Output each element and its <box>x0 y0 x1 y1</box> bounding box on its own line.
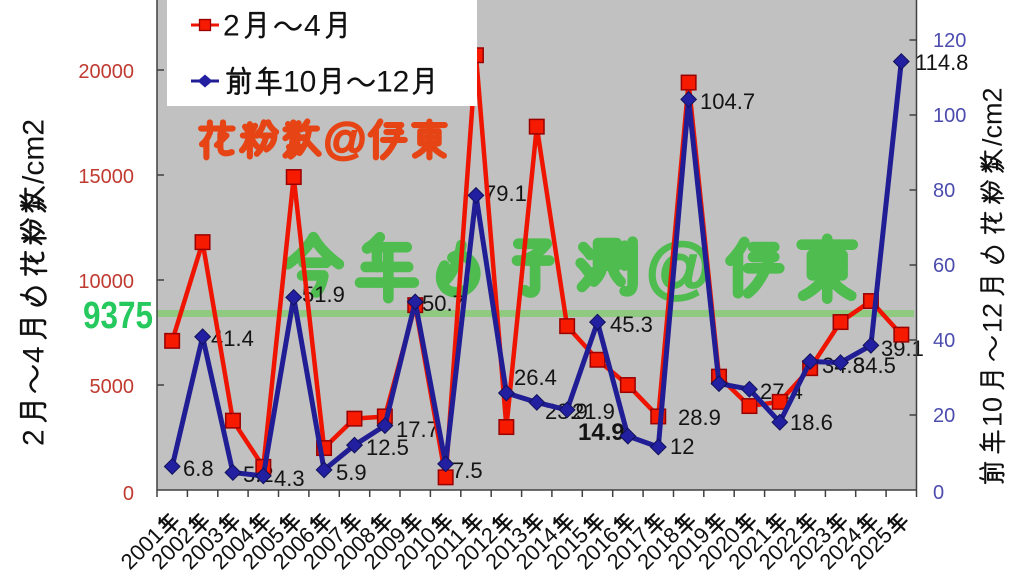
svg-text:15000: 15000 <box>78 166 134 188</box>
svg-text:26.4: 26.4 <box>514 365 557 390</box>
svg-text:2: 2 <box>223 10 240 43</box>
svg-text:5000: 5000 <box>90 376 135 398</box>
svg-text:4.3: 4.3 <box>274 466 305 491</box>
svg-text:2: 2 <box>18 429 51 446</box>
svg-text:4: 4 <box>304 10 321 43</box>
svg-text:100: 100 <box>933 105 966 127</box>
svg-text:12.5: 12.5 <box>366 435 409 460</box>
svg-text:@: @ <box>323 115 368 164</box>
svg-text:/cm2: /cm2 <box>978 87 1008 146</box>
svg-text:80: 80 <box>933 180 955 202</box>
svg-text:34.5: 34.5 <box>853 353 896 378</box>
svg-text:17.7: 17.7 <box>396 417 439 442</box>
svg-text:9375: 9375 <box>83 295 153 337</box>
svg-text:12: 12 <box>978 303 1008 333</box>
svg-text:45.3: 45.3 <box>610 312 653 337</box>
svg-text:28.9: 28.9 <box>678 405 721 430</box>
svg-text:6.8: 6.8 <box>183 456 214 481</box>
svg-text:40: 40 <box>933 330 955 352</box>
svg-text:20000: 20000 <box>78 61 134 83</box>
svg-text:79.1: 79.1 <box>484 181 527 206</box>
svg-text:7.5: 7.5 <box>452 458 483 483</box>
svg-text:10: 10 <box>283 66 316 99</box>
svg-text:120: 120 <box>933 30 966 52</box>
svg-text:114.8: 114.8 <box>915 50 968 75</box>
svg-text:0: 0 <box>933 482 944 504</box>
svg-text:104.7: 104.7 <box>700 89 755 114</box>
svg-text:10: 10 <box>978 397 1008 427</box>
svg-text:12: 12 <box>376 66 409 99</box>
svg-text:18.6: 18.6 <box>790 410 833 435</box>
svg-text:21.9: 21.9 <box>572 399 615 424</box>
svg-text:14.9: 14.9 <box>578 419 625 446</box>
svg-text:10000: 10000 <box>78 271 134 293</box>
svg-text:5.9: 5.9 <box>336 460 367 485</box>
svg-text:12: 12 <box>670 434 694 459</box>
svg-text:60: 60 <box>933 255 955 277</box>
svg-text:0: 0 <box>123 483 134 505</box>
svg-text:20: 20 <box>933 405 955 427</box>
svg-text:/cm2: /cm2 <box>18 119 51 184</box>
svg-text:4: 4 <box>18 346 51 363</box>
